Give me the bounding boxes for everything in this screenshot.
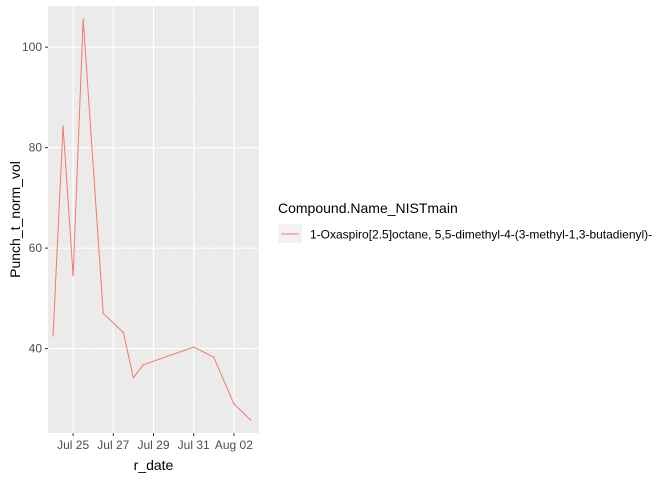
y-tick-label: 40	[29, 342, 43, 356]
legend-title: Compound.Name_NISTmain	[278, 200, 458, 216]
x-axis-title: r_date	[134, 457, 174, 473]
data-point	[193, 346, 195, 348]
series-layer	[52, 18, 252, 421]
x-tick-label: Aug 02	[215, 438, 253, 452]
series-line	[52, 18, 251, 421]
grid-major	[48, 6, 259, 433]
y-axis: 40 60 80 100	[22, 40, 48, 356]
y-tick-label: 80	[29, 141, 43, 155]
x-tick-label: Jul 31	[178, 438, 210, 452]
data-point	[213, 356, 215, 358]
data-point	[72, 275, 74, 277]
data-point	[102, 312, 104, 315]
data-point	[132, 377, 135, 379]
data-point	[52, 335, 54, 337]
y-axis-title: Punch_t_norm_vol	[7, 161, 23, 278]
x-tick-label: Jul 27	[97, 438, 129, 452]
x-tick-label: Jul 29	[137, 438, 169, 452]
data-point	[250, 419, 252, 421]
x-axis: Jul 25 Jul 27 Jul 29 Jul 31 Aug 02	[57, 433, 253, 452]
legend-label: 1-Oxaspiro[2.5]octane, 5,5-dimethyl-4-(3…	[310, 228, 652, 242]
legend: Compound.Name_NISTmain 1-Oxaspiro[2.5]oc…	[278, 200, 652, 243]
x-tick-label: Jul 25	[57, 438, 89, 452]
data-point	[122, 331, 124, 334]
data-point	[62, 125, 64, 127]
data-point	[142, 364, 145, 366]
data-point	[233, 403, 235, 405]
data-point	[82, 18, 84, 20]
y-tick-label: 100	[22, 40, 42, 54]
grid-minor	[48, 6, 259, 433]
y-tick-label: 60	[29, 241, 43, 255]
